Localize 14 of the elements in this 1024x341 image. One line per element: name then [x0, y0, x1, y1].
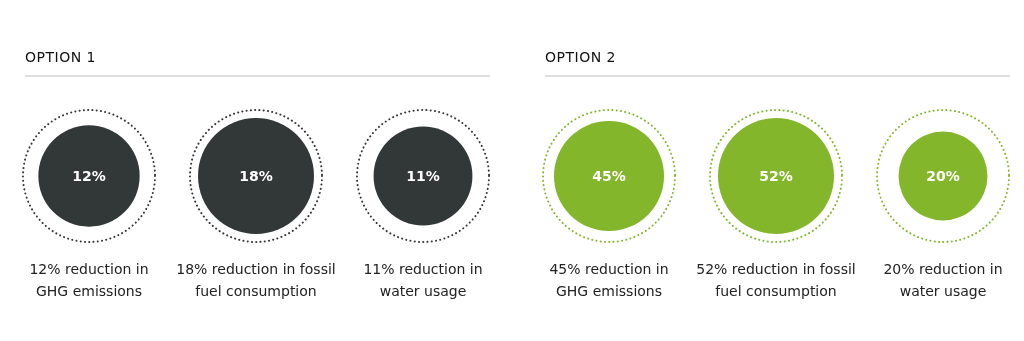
- category-label: 20% reduction in water usage: [883, 261, 1003, 299]
- data-label: 52%: [759, 168, 793, 184]
- category-label: 18% reduction in fossil fuel consumption: [176, 261, 336, 299]
- category-label: 12% reduction in GHG emissions: [29, 261, 149, 299]
- text: OPTION 2: [545, 49, 616, 65]
- data-label: 18%: [239, 168, 273, 184]
- text: OPTION 1: [25, 49, 96, 65]
- data-label: 11%: [406, 168, 440, 184]
- category-label: 45% reduction in GHG emissions: [549, 261, 669, 299]
- category-label: 52% reduction in fossil fuel consumption: [696, 261, 856, 299]
- data-label: 45%: [592, 168, 626, 184]
- data-label: 20%: [926, 168, 960, 184]
- data-label: 12%: [72, 168, 106, 184]
- category-label: 11% reduction in water usage: [363, 261, 483, 299]
